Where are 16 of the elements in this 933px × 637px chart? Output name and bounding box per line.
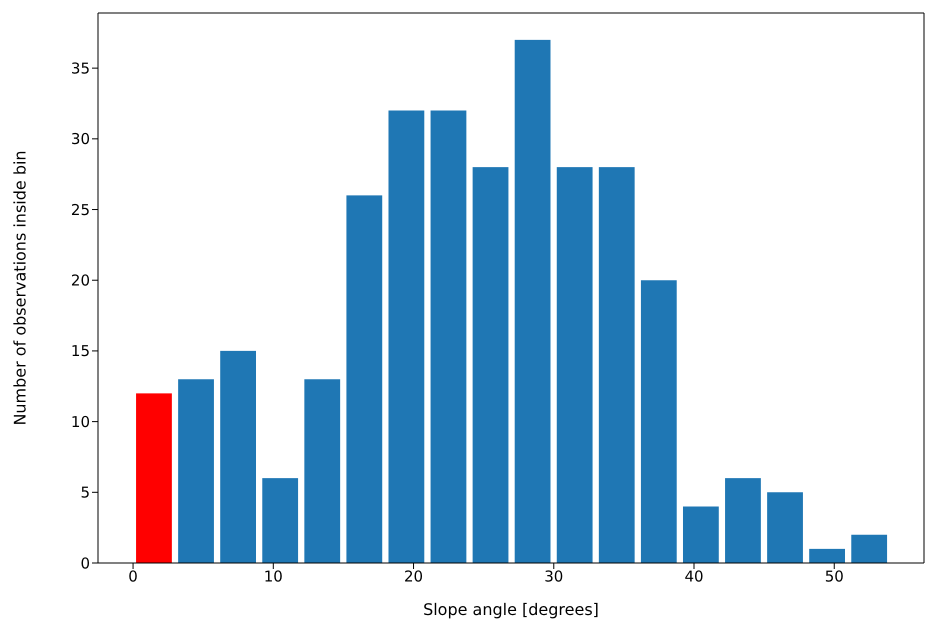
x-tick-label: 30 <box>544 568 564 586</box>
y-tick-label: 5 <box>80 484 90 502</box>
y-tick-label: 30 <box>70 130 90 148</box>
y-tick-label: 25 <box>70 200 90 219</box>
y-axis-title: Number of observations inside bin <box>10 150 30 426</box>
y-tick-label: 0 <box>80 554 90 572</box>
y-tick-label: 20 <box>70 272 90 290</box>
x-axis-title: Slope angle [degrees] <box>423 600 599 619</box>
x-tick-label: 0 <box>128 568 138 586</box>
y-tick-label: 15 <box>70 342 90 360</box>
y-tick-label: 35 <box>70 59 90 78</box>
x-tick-label: 10 <box>264 568 283 586</box>
x-tick-label: 20 <box>404 568 424 586</box>
x-tick-label: 40 <box>684 568 704 586</box>
y-tick-label: 10 <box>70 412 90 431</box>
x-tick-label: 50 <box>824 568 844 586</box>
